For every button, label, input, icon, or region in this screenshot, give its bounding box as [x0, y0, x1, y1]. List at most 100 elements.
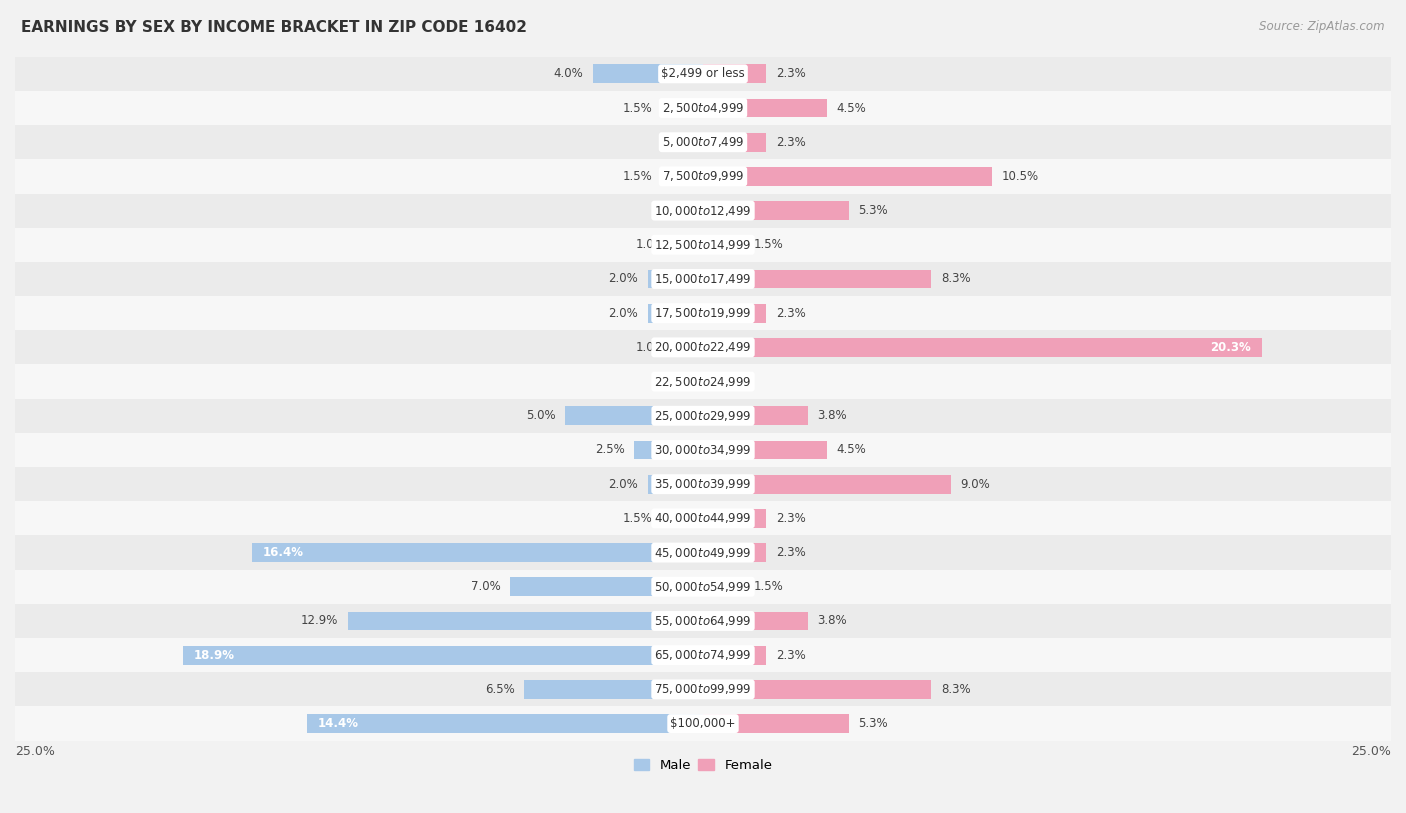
Bar — [565, 406, 703, 425]
Bar — [703, 577, 744, 596]
Text: $75,000 to $99,999: $75,000 to $99,999 — [654, 682, 752, 697]
Text: 3.8%: 3.8% — [817, 409, 846, 422]
Bar — [183, 646, 703, 664]
Bar — [15, 296, 1391, 330]
Bar — [15, 159, 1391, 193]
Text: 9.0%: 9.0% — [960, 478, 990, 491]
Bar — [252, 543, 703, 562]
Text: 1.5%: 1.5% — [754, 580, 783, 593]
Text: $7,500 to $9,999: $7,500 to $9,999 — [662, 169, 744, 184]
Bar — [15, 672, 1391, 706]
Bar — [15, 228, 1391, 262]
Bar — [15, 193, 1391, 228]
Text: 0.0%: 0.0% — [664, 375, 693, 388]
Bar — [15, 433, 1391, 467]
Text: 2.3%: 2.3% — [776, 512, 806, 525]
Bar — [703, 304, 766, 323]
Text: 2.3%: 2.3% — [776, 307, 806, 320]
Bar — [675, 236, 703, 254]
Text: 2.0%: 2.0% — [609, 272, 638, 285]
Text: 2.3%: 2.3% — [776, 136, 806, 149]
Bar — [634, 441, 703, 459]
Text: 2.5%: 2.5% — [595, 443, 624, 456]
Bar — [648, 270, 703, 289]
Text: 12.9%: 12.9% — [301, 615, 339, 628]
Text: 20.3%: 20.3% — [1211, 341, 1251, 354]
Bar — [675, 338, 703, 357]
Bar — [15, 57, 1391, 91]
Text: 4.5%: 4.5% — [837, 443, 866, 456]
Text: 1.0%: 1.0% — [636, 341, 666, 354]
Text: 4.0%: 4.0% — [554, 67, 583, 80]
Text: 1.5%: 1.5% — [623, 102, 652, 115]
Text: 5.3%: 5.3% — [859, 204, 889, 217]
Text: EARNINGS BY SEX BY INCOME BRACKET IN ZIP CODE 16402: EARNINGS BY SEX BY INCOME BRACKET IN ZIP… — [21, 20, 527, 35]
Text: 1.0%: 1.0% — [636, 238, 666, 251]
Bar — [703, 646, 766, 664]
Text: $35,000 to $39,999: $35,000 to $39,999 — [654, 477, 752, 491]
Text: $22,500 to $24,999: $22,500 to $24,999 — [654, 375, 752, 389]
Bar — [703, 509, 766, 528]
Bar — [648, 475, 703, 493]
Bar — [662, 98, 703, 117]
Bar — [703, 270, 931, 289]
Bar — [15, 330, 1391, 364]
Text: $17,500 to $19,999: $17,500 to $19,999 — [654, 307, 752, 320]
Text: 8.3%: 8.3% — [941, 272, 970, 285]
Text: 14.4%: 14.4% — [318, 717, 359, 730]
Text: 0.0%: 0.0% — [664, 136, 693, 149]
Bar — [15, 125, 1391, 159]
Text: $20,000 to $22,499: $20,000 to $22,499 — [654, 341, 752, 354]
Text: 2.0%: 2.0% — [609, 307, 638, 320]
Bar — [703, 680, 931, 698]
Bar — [703, 441, 827, 459]
Text: 18.9%: 18.9% — [194, 649, 235, 662]
Bar — [15, 364, 1391, 398]
Bar — [15, 706, 1391, 741]
Bar — [307, 714, 703, 733]
Bar — [15, 398, 1391, 433]
Text: $100,000+: $100,000+ — [671, 717, 735, 730]
Text: 7.0%: 7.0% — [471, 580, 501, 593]
Text: 4.5%: 4.5% — [837, 102, 866, 115]
Bar — [510, 577, 703, 596]
Text: 8.3%: 8.3% — [941, 683, 970, 696]
Text: $2,500 to $4,999: $2,500 to $4,999 — [662, 101, 744, 115]
Text: $40,000 to $44,999: $40,000 to $44,999 — [654, 511, 752, 525]
Bar — [349, 611, 703, 630]
Bar — [662, 167, 703, 186]
Text: 0.0%: 0.0% — [713, 375, 742, 388]
Text: 5.3%: 5.3% — [859, 717, 889, 730]
Text: $10,000 to $12,499: $10,000 to $12,499 — [654, 203, 752, 218]
Text: 1.5%: 1.5% — [623, 512, 652, 525]
Bar — [703, 133, 766, 151]
Text: $65,000 to $74,999: $65,000 to $74,999 — [654, 648, 752, 662]
Bar — [662, 509, 703, 528]
Bar — [703, 98, 827, 117]
Text: 2.3%: 2.3% — [776, 67, 806, 80]
Bar — [15, 502, 1391, 536]
Bar — [703, 714, 849, 733]
Bar — [15, 262, 1391, 296]
Bar — [15, 604, 1391, 638]
Bar — [703, 543, 766, 562]
Text: $5,000 to $7,499: $5,000 to $7,499 — [662, 135, 744, 150]
Text: Source: ZipAtlas.com: Source: ZipAtlas.com — [1260, 20, 1385, 33]
Legend: Male, Female: Male, Female — [628, 754, 778, 777]
Bar — [703, 611, 807, 630]
Bar — [703, 406, 807, 425]
Bar — [703, 64, 766, 83]
Text: 3.8%: 3.8% — [817, 615, 846, 628]
Text: 2.3%: 2.3% — [776, 546, 806, 559]
Text: 6.5%: 6.5% — [485, 683, 515, 696]
Bar — [15, 570, 1391, 604]
Text: 16.4%: 16.4% — [263, 546, 304, 559]
Text: 0.0%: 0.0% — [664, 204, 693, 217]
Bar — [703, 167, 993, 186]
Text: 10.5%: 10.5% — [1001, 170, 1039, 183]
Text: 25.0%: 25.0% — [1351, 745, 1391, 758]
Bar — [524, 680, 703, 698]
Bar — [703, 201, 849, 220]
Text: 1.5%: 1.5% — [623, 170, 652, 183]
Text: $50,000 to $54,999: $50,000 to $54,999 — [654, 580, 752, 593]
